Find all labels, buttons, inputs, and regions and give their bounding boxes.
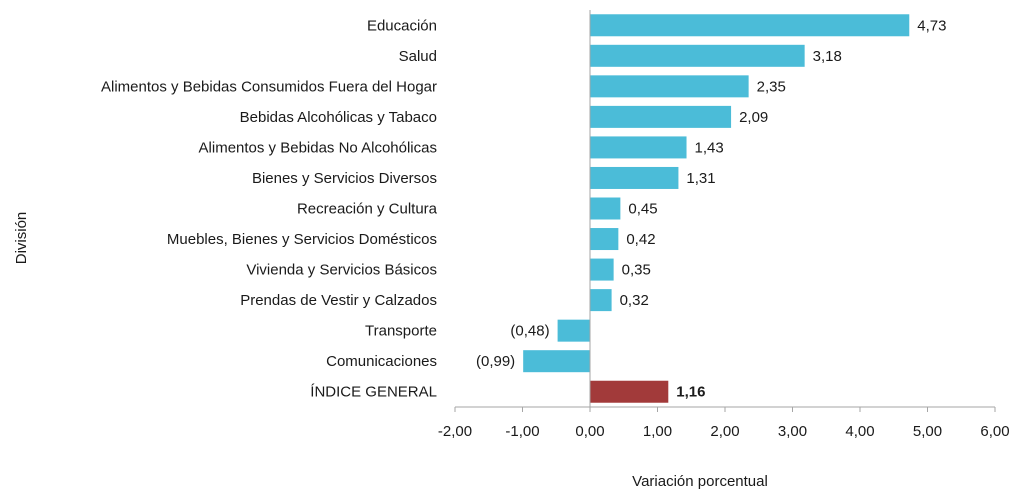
value-label: 0,42 xyxy=(626,231,655,248)
bar-7 xyxy=(590,228,619,251)
value-labels: 4,73 3,18 2,35 2,09 1,43 1,31 0,45 0,42 0,35 0,32… xyxy=(476,17,946,400)
bar-0 xyxy=(590,14,910,37)
x-tick-label: 0,00 xyxy=(575,423,604,440)
bar-12 xyxy=(590,380,669,403)
value-label: 1,16 xyxy=(676,384,705,401)
value-label: 0,32 xyxy=(620,292,649,309)
category-label: ÍNDICE GENERAL xyxy=(310,384,437,401)
category-label: Prendas de Vestir y Calzados xyxy=(240,292,437,309)
value-label: (0,99) xyxy=(476,353,515,370)
category-label: Bienes y Servicios Diversos xyxy=(252,170,437,187)
value-label: 4,73 xyxy=(917,17,946,34)
x-tick-label: 4,00 xyxy=(845,423,874,440)
value-label: 3,18 xyxy=(813,48,842,65)
x-tick-label: -2,00 xyxy=(438,423,472,440)
value-label: 2,35 xyxy=(757,78,786,95)
bar-8 xyxy=(590,258,614,281)
category-label: Educación xyxy=(367,17,437,34)
bar-1 xyxy=(590,44,805,67)
bar-10 xyxy=(557,319,590,342)
bar-5 xyxy=(590,166,679,189)
category-labels: Educación Salud Alimentos y Bebidas Consum… xyxy=(101,17,438,400)
x-tick-label: 5,00 xyxy=(913,423,942,440)
category-label: Vivienda y Servicios Básicos xyxy=(246,262,437,279)
x-axis-title: Variación porcentual xyxy=(632,473,768,490)
value-label: 1,43 xyxy=(695,139,724,156)
bar-9 xyxy=(590,289,612,312)
category-label: Bebidas Alcohólicas y Tabaco xyxy=(240,109,437,126)
category-label: Salud xyxy=(399,48,437,65)
bar-11 xyxy=(523,350,590,373)
x-tick-label: 3,00 xyxy=(778,423,807,440)
x-tick-label: 6,00 xyxy=(980,423,1009,440)
bar-2 xyxy=(590,75,749,98)
category-label: Comunicaciones xyxy=(326,353,437,370)
value-label: 0,35 xyxy=(622,262,651,279)
x-tick-label: 2,00 xyxy=(710,423,739,440)
bar-3 xyxy=(590,105,732,128)
category-label: Transporte xyxy=(365,323,437,340)
category-label: Recreación y Cultura xyxy=(297,201,438,218)
bar-4 xyxy=(590,136,687,159)
bar-6 xyxy=(590,197,621,220)
x-tick-label: 1,00 xyxy=(643,423,672,440)
category-label: Alimentos y Bebidas Consumidos Fuera del… xyxy=(101,78,437,95)
y-axis-title: División xyxy=(13,212,30,265)
category-label: Alimentos y Bebidas No Alcohólicas xyxy=(199,139,437,156)
value-label: (0,48) xyxy=(510,323,549,340)
category-label: Muebles, Bienes y Servicios Domésticos xyxy=(167,231,437,248)
bars-group xyxy=(523,14,910,403)
x-axis-ticks: -2,00 -1,00 0,00 1,00 2,00 3,00 4,00 5,00 6,00 xyxy=(438,407,1010,440)
value-label: 2,09 xyxy=(739,109,768,126)
x-tick-label: -1,00 xyxy=(505,423,539,440)
value-label: 1,31 xyxy=(686,170,715,187)
value-label: 0,45 xyxy=(628,201,657,218)
